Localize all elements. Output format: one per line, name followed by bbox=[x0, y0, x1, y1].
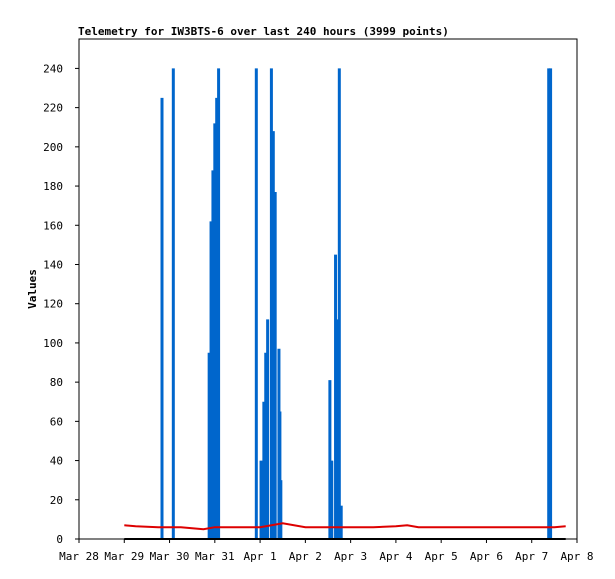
y-tick-label: 220 bbox=[43, 102, 63, 115]
x-tick-label: Apr 1 bbox=[244, 550, 277, 563]
y-tick-label: 0 bbox=[56, 533, 63, 546]
y-tick-label: 120 bbox=[43, 298, 63, 311]
x-tick-label: Mar 30 bbox=[150, 550, 190, 563]
y-tick-label: 100 bbox=[43, 337, 63, 350]
chart-marks: 0 20 40 60 80 100 120 140 160 180 200 220 240 Mar 28 M… bbox=[43, 62, 593, 563]
x-tick-label: Mar 29 bbox=[104, 550, 144, 563]
y-tick-label: 160 bbox=[43, 219, 63, 232]
x-tick-label: Apr 2 bbox=[289, 550, 322, 563]
y-tick-label: 20 bbox=[50, 494, 63, 507]
x-tick-label: Apr 6 bbox=[470, 550, 503, 563]
y-tick-label: 140 bbox=[43, 258, 63, 271]
x-tick-label: Apr 4 bbox=[379, 550, 412, 563]
chart-title: Telemetry for IW3BTS-6 over last 240 hou… bbox=[78, 25, 449, 38]
x-tick-label: Apr 5 bbox=[425, 550, 458, 563]
y-tick-label: 60 bbox=[50, 415, 63, 428]
y-tick-label: 180 bbox=[43, 180, 63, 193]
y-tick-label: 240 bbox=[43, 62, 63, 75]
x-tick-label: Apr 3 bbox=[334, 550, 367, 563]
x-tick-label: Mar 31 bbox=[195, 550, 235, 563]
y-tick-label: 80 bbox=[50, 376, 63, 389]
x-tick-label: Apr 7 bbox=[515, 550, 548, 563]
y-axis-label: Values bbox=[26, 269, 39, 309]
y-tick-label: 40 bbox=[50, 455, 63, 468]
plot-frame bbox=[78, 38, 578, 540]
x-tick-label: Mar 28 bbox=[59, 550, 99, 563]
x-tick-label: Apr 8 bbox=[560, 550, 593, 563]
y-tick-label: 200 bbox=[43, 141, 63, 154]
series-line-1 bbox=[124, 522, 566, 531]
